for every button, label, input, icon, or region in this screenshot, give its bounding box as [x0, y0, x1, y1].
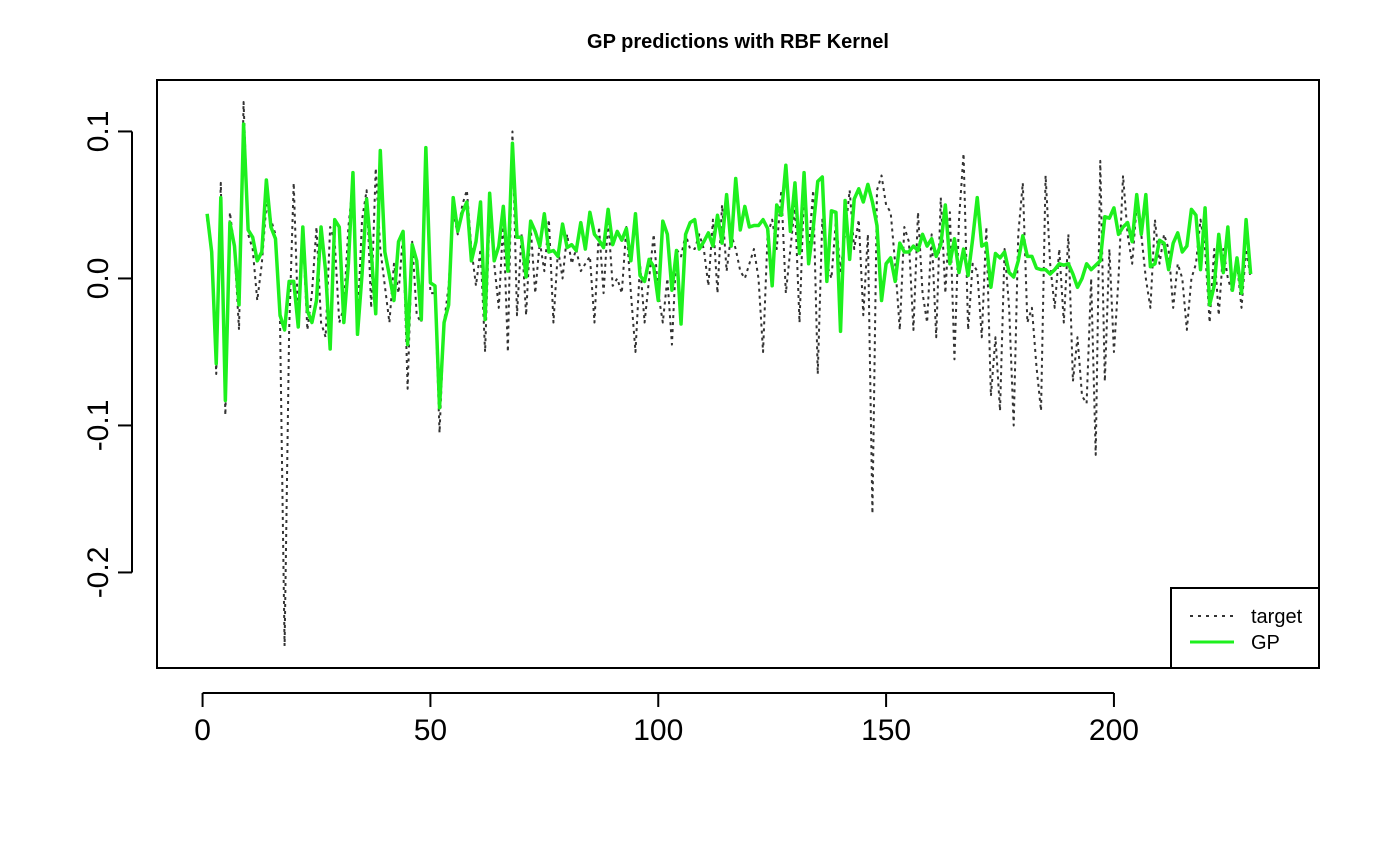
legend-label-target: target — [1251, 606, 1303, 628]
y-axis: -0.2 -0.1 0.0 0.1 — [82, 111, 133, 599]
y-tick-label: 0.0 — [82, 258, 115, 300]
chart-title: GP predictions with RBF Kernel — [587, 31, 889, 53]
legend: target GP — [1170, 587, 1320, 669]
x-tick-label: 200 — [1089, 714, 1139, 747]
y-tick-label: -0.1 — [82, 400, 115, 452]
y-tick-label: 0.1 — [82, 111, 115, 153]
y-tick-label: -0.2 — [82, 547, 115, 599]
legend-box — [1170, 587, 1320, 669]
series-line-target — [206, 101, 1252, 647]
x-axis: 0 50 100 150 200 — [194, 692, 1139, 747]
series-line-gp — [205, 122, 1253, 410]
legend-label-gp: GP — [1251, 632, 1280, 654]
x-tick-label: 150 — [861, 714, 911, 747]
x-tick-label: 50 — [414, 714, 447, 747]
plot-frame — [156, 79, 1320, 669]
x-tick-label: 0 — [194, 714, 211, 747]
x-tick-label: 100 — [633, 714, 683, 747]
series-layer — [205, 101, 1253, 647]
